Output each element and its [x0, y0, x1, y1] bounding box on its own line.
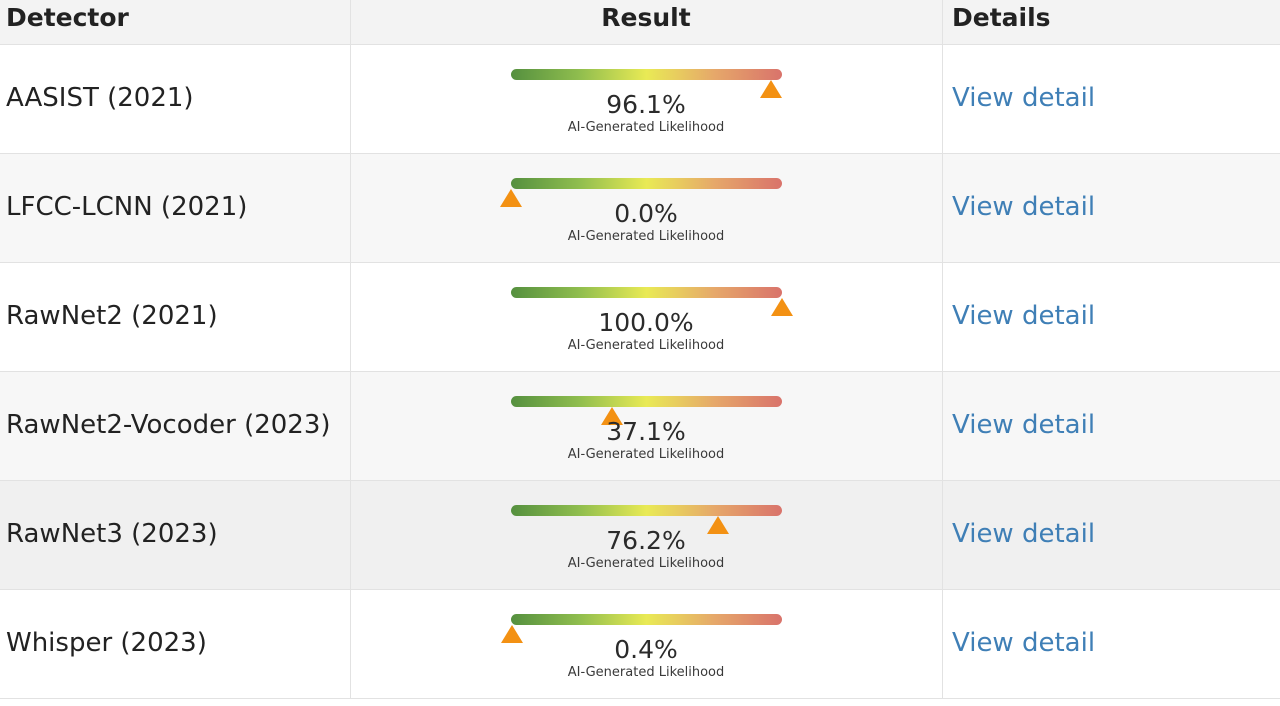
likelihood-percent: 37.1%	[606, 417, 686, 446]
table-row: LFCC-LCNN (2021) 0.0% AI-Generated Likel…	[0, 154, 1280, 263]
column-divider	[350, 263, 351, 371]
likelihood-percent: 76.2%	[606, 526, 686, 555]
likelihood-meter	[511, 396, 782, 425]
likelihood-caption: AI-Generated Likelihood	[567, 120, 725, 135]
table-row: RawNet2 (2021) 100.0% AI-Generated Likel…	[0, 263, 1280, 372]
view-detail-link[interactable]: View detail	[952, 519, 1096, 549]
likelihood-gradient-bar	[511, 505, 782, 516]
column-divider	[350, 372, 351, 480]
likelihood-percent: 100.0%	[598, 308, 694, 337]
table-row: Whisper (2023) 0.4% AI-Generated Likelih…	[0, 590, 1280, 699]
column-divider	[942, 45, 943, 153]
table-row: RawNet3 (2023) 76.2% AI-Generated Likeli…	[0, 481, 1280, 590]
detector-name: RawNet2 (2021)	[6, 301, 218, 331]
likelihood-meter	[511, 69, 783, 98]
likelihood-caption: AI-Generated Likelihood	[567, 556, 725, 571]
likelihood-gradient-bar	[511, 69, 782, 80]
likelihood-meter	[511, 505, 782, 534]
view-detail-link[interactable]: View detail	[952, 410, 1096, 440]
likelihood-caption: AI-Generated Likelihood	[567, 665, 725, 680]
column-divider	[350, 154, 351, 262]
result-cell: 0.4% AI-Generated Likelihood	[350, 590, 942, 698]
table-row: RawNet2-Vocoder (2023) 37.1% AI-Generate…	[0, 372, 1280, 481]
table-header: Detector Result Details	[0, 0, 1280, 45]
view-detail-link[interactable]: View detail	[952, 192, 1096, 222]
column-divider	[350, 590, 351, 698]
likelihood-marker-icon	[501, 625, 524, 643]
likelihood-marker-icon	[706, 516, 729, 534]
table-row: AASIST (2021) 96.1% AI-Generated Likelih…	[0, 45, 1280, 154]
result-cell: 100.0% AI-Generated Likelihood	[350, 263, 942, 371]
view-detail-link[interactable]: View detail	[952, 83, 1096, 113]
likelihood-percent: 0.0%	[614, 199, 678, 228]
detector-name: RawNet3 (2023)	[6, 519, 218, 549]
likelihood-marker-icon	[600, 407, 623, 425]
likelihood-caption: AI-Generated Likelihood	[567, 338, 725, 353]
result-cell: 0.0% AI-Generated Likelihood	[350, 154, 942, 262]
column-divider	[942, 154, 943, 262]
likelihood-gradient-bar	[511, 178, 782, 189]
likelihood-marker-icon	[771, 298, 793, 316]
header-result: Result	[601, 3, 691, 32]
header-details: Details	[952, 3, 1051, 32]
column-divider	[350, 481, 351, 589]
result-cell: 37.1% AI-Generated Likelihood	[350, 372, 942, 480]
column-divider	[942, 0, 943, 44]
likelihood-meter	[501, 614, 782, 643]
likelihood-percent: 0.4%	[614, 635, 678, 664]
header-detector: Detector	[6, 3, 129, 32]
column-divider	[942, 372, 943, 480]
likelihood-marker-icon	[500, 189, 522, 207]
likelihood-caption: AI-Generated Likelihood	[567, 447, 725, 462]
view-detail-link[interactable]: View detail	[952, 628, 1096, 658]
likelihood-meter	[500, 178, 782, 207]
column-divider	[942, 481, 943, 589]
likelihood-caption: AI-Generated Likelihood	[567, 229, 725, 244]
likelihood-marker-icon	[760, 80, 783, 98]
detector-name: Whisper (2023)	[6, 628, 207, 658]
result-cell: 96.1% AI-Generated Likelihood	[350, 45, 942, 153]
likelihood-meter	[511, 287, 793, 316]
detector-name: AASIST (2021)	[6, 83, 194, 113]
result-cell: 76.2% AI-Generated Likelihood	[350, 481, 942, 589]
column-divider	[942, 590, 943, 698]
likelihood-gradient-bar	[511, 396, 782, 407]
detector-name: RawNet2-Vocoder (2023)	[6, 410, 331, 440]
column-divider	[942, 263, 943, 371]
detector-name: LFCC-LCNN (2021)	[6, 192, 248, 222]
likelihood-gradient-bar	[511, 614, 782, 625]
column-divider	[350, 45, 351, 153]
likelihood-percent: 96.1%	[606, 90, 686, 119]
likelihood-gradient-bar	[511, 287, 782, 298]
view-detail-link[interactable]: View detail	[952, 301, 1096, 331]
column-divider	[350, 0, 351, 44]
